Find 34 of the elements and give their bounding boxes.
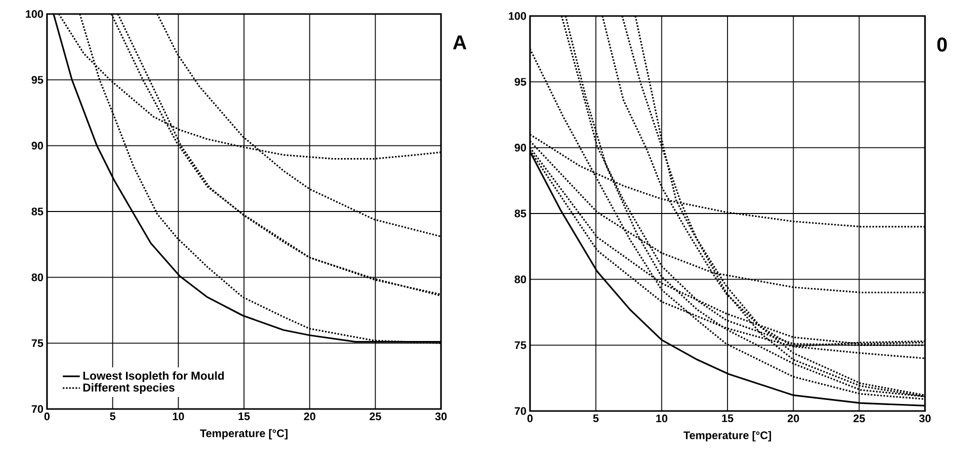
x-tick-label: 5 [110, 412, 116, 420]
x-tick-label: 30 [435, 412, 447, 420]
y-tick-label: 70 [514, 407, 526, 415]
x-tick-label: 30 [919, 414, 931, 422]
x-tick-label: 10 [172, 412, 184, 420]
x-tick-label: 15 [722, 414, 734, 422]
x-tick-label: 0 [527, 414, 533, 422]
x-axis-title: Temperature [°C] [200, 429, 288, 440]
y-tick-label: 75 [32, 339, 44, 347]
text: A [453, 36, 466, 50]
y-tick-label: 90 [514, 144, 526, 152]
x-tick-label: 5 [593, 414, 599, 422]
x-tick-label: 25 [370, 412, 382, 420]
y-tick-label: 95 [32, 76, 44, 84]
x-tick-label: 10 [656, 414, 668, 422]
y-tick-label: 80 [514, 275, 526, 284]
legend-label: Different species [83, 383, 174, 394]
text: 0 [937, 38, 947, 52]
legend-label: Lowest Isopleth for Mould [83, 371, 224, 382]
y-tick-label: 90 [32, 142, 44, 150]
y-tick-label: 100 [26, 10, 44, 18]
x-tick-label: 15 [238, 412, 250, 420]
x-tick-label: 25 [853, 414, 865, 422]
y-tick-label: 85 [514, 210, 526, 218]
y-tick-label: 80 [32, 273, 44, 282]
y-tick-label: 70 [32, 405, 44, 413]
x-tick-label: 20 [788, 414, 799, 422]
x-tick-label: 0 [44, 412, 50, 420]
x-axis-title: Temperature [°C] [684, 431, 771, 442]
x-tick-label: 20 [304, 412, 316, 420]
y-tick-label: 95 [514, 78, 526, 86]
y-tick-label: 75 [514, 341, 526, 349]
y-tick-label: 85 [32, 208, 44, 216]
y-tick-label: 100 [508, 12, 526, 20]
